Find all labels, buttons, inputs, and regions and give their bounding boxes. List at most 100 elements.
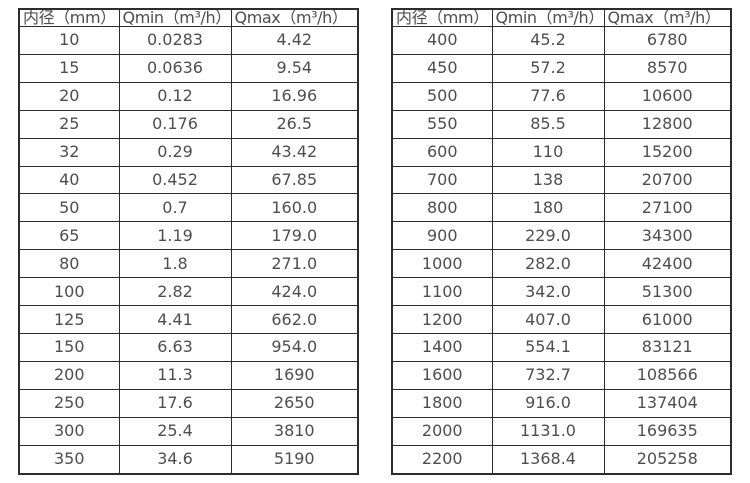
table-cell: 700 <box>391 165 493 195</box>
table-cell: 160.0 <box>230 193 359 223</box>
header-qmax: Qmax（m³/h） <box>230 8 359 27</box>
table-row: 600 110 15200 <box>391 137 732 167</box>
table-cell: 1400 <box>391 332 493 362</box>
header-qmin: Qmin（m³/h） <box>491 8 605 27</box>
table-cell: 34300 <box>603 221 732 251</box>
flow-table-large-diameters: 内径（mm） Qmin（m³/h） Qmax（m³/h） 400 45.2 6780… <box>391 8 732 475</box>
table-row: 1100 342.0 51300 <box>391 277 732 307</box>
table-cell: 0.452 <box>118 165 232 195</box>
header-inner-diameter: 内径（mm） <box>391 8 493 27</box>
table-cell: 407.0 <box>491 305 605 334</box>
table-cell: 179.0 <box>230 221 359 251</box>
table-cell: 4.42 <box>230 26 359 55</box>
table-row: 65 1.19 179.0 <box>18 221 359 251</box>
table-cell: 600 <box>391 137 493 167</box>
table-cell: 732.7 <box>491 360 605 390</box>
table-cell: 1690 <box>230 360 359 390</box>
table-row: 250 17.6 2650 <box>18 388 359 418</box>
table-cell: 169635 <box>603 416 732 446</box>
table-row: 350 34.6 5190 <box>18 444 359 475</box>
table-row: 20 0.12 16.96 <box>18 81 359 111</box>
table-cell: 0.29 <box>118 137 232 167</box>
table-cell: 350 <box>18 444 120 475</box>
table-row: 15 0.0636 9.54 <box>18 53 359 83</box>
table-cell: 342.0 <box>491 277 605 307</box>
table-row: 32 0.29 43.42 <box>18 137 359 167</box>
table-row: 50 0.7 160.0 <box>18 193 359 223</box>
table-cell: 11.3 <box>118 360 232 390</box>
table-cell: 12800 <box>603 109 732 139</box>
table-cell: 180 <box>491 193 605 223</box>
table-cell: 4.41 <box>118 305 232 334</box>
table-cell: 0.12 <box>118 81 232 111</box>
header-inner-diameter: 内径（mm） <box>18 8 120 27</box>
table-cell: 20 <box>18 81 120 111</box>
flow-table-small-diameters: 内径（mm） Qmin（m³/h） Qmax（m³/h） 10 0.0283 4.4… <box>18 8 359 475</box>
table-cell: 424.0 <box>230 277 359 307</box>
table-cell: 1100 <box>391 277 493 307</box>
table-cell: 138 <box>491 165 605 195</box>
table-cell: 1800 <box>391 388 493 418</box>
table-cell: 662.0 <box>230 305 359 334</box>
table-cell: 1200 <box>391 305 493 334</box>
table-cell: 27100 <box>603 193 732 223</box>
table-cell: 25 <box>18 109 120 139</box>
table-cell: 6780 <box>603 26 732 55</box>
table-cell: 10 <box>18 26 120 55</box>
table-row: 900 229.0 34300 <box>391 221 732 251</box>
table-cell: 800 <box>391 193 493 223</box>
table-cell: 554.1 <box>491 332 605 362</box>
table-row: 400 45.2 6780 <box>391 26 732 55</box>
table-cell: 916.0 <box>491 388 605 418</box>
table-row: 300 25.4 3810 <box>18 416 359 446</box>
table-cell: 2.82 <box>118 277 232 307</box>
table-cell: 15200 <box>603 137 732 167</box>
table-row: 200 11.3 1690 <box>18 360 359 390</box>
table-row: 1000 282.0 42400 <box>391 249 732 279</box>
table-cell: 10600 <box>603 81 732 111</box>
table-cell: 25.4 <box>118 416 232 446</box>
table-header-row: 内径（mm） Qmin（m³/h） Qmax（m³/h） <box>18 8 359 27</box>
table-cell: 2650 <box>230 388 359 418</box>
table-cell: 0.0283 <box>118 26 232 55</box>
table-row: 550 85.5 12800 <box>391 109 732 139</box>
table-cell: 6.63 <box>118 332 232 362</box>
table-cell: 1131.0 <box>491 416 605 446</box>
table-cell: 0.7 <box>118 193 232 223</box>
table-cell: 108566 <box>603 360 732 390</box>
table-row: 800 180 27100 <box>391 193 732 223</box>
table-cell: 51300 <box>603 277 732 307</box>
table-cell: 1000 <box>391 249 493 279</box>
table-row: 25 0.176 26.5 <box>18 109 359 139</box>
table-cell: 150 <box>18 332 120 362</box>
header-qmin: Qmin（m³/h） <box>118 8 232 27</box>
table-cell: 40 <box>18 165 120 195</box>
table-cell: 34.6 <box>118 444 232 475</box>
table-cell: 300 <box>18 416 120 446</box>
table-cell: 32 <box>18 137 120 167</box>
table-cell: 400 <box>391 26 493 55</box>
table-cell: 205258 <box>603 444 732 475</box>
table-row: 125 4.41 662.0 <box>18 305 359 334</box>
table-cell: 200 <box>18 360 120 390</box>
table-row: 1200 407.0 61000 <box>391 305 732 334</box>
table-cell: 57.2 <box>491 53 605 83</box>
table-cell: 26.5 <box>230 109 359 139</box>
table-cell: 100 <box>18 277 120 307</box>
header-qmax: Qmax（m³/h） <box>603 8 732 27</box>
table-cell: 900 <box>391 221 493 251</box>
table-cell: 3810 <box>230 416 359 446</box>
table-cell: 271.0 <box>230 249 359 279</box>
table-cell: 61000 <box>603 305 732 334</box>
table-cell: 50 <box>18 193 120 223</box>
table-cell: 1368.4 <box>491 444 605 475</box>
table-cell: 110 <box>491 137 605 167</box>
table-cell: 125 <box>18 305 120 334</box>
table-cell: 85.5 <box>491 109 605 139</box>
table-cell: 17.6 <box>118 388 232 418</box>
table-row: 100 2.82 424.0 <box>18 277 359 307</box>
table-row: 1400 554.1 83121 <box>391 332 732 362</box>
table-cell: 16.96 <box>230 81 359 111</box>
table-cell: 1.8 <box>118 249 232 279</box>
